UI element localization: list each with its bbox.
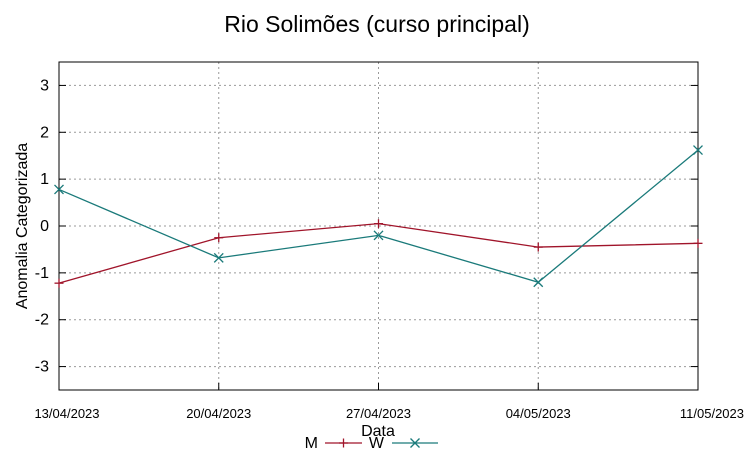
legend-marker-M [339,438,348,448]
x-tick-label-4: 11/05/2023 [680,406,744,421]
y-tick-label-1: 2 [40,124,49,141]
series-W-point-4 [693,145,703,156]
legend-label-W: W [369,435,385,452]
y-tick-label-4: -1 [35,265,49,282]
x-tick-label-1: 20/04/2023 [186,406,251,421]
legend-marker-W [410,438,420,448]
series-M-point-3 [533,242,543,252]
x-tick-label-2: 27/04/2023 [346,406,411,421]
series-M-point-1 [214,233,224,243]
y-tick-label-3: 0 [40,218,49,235]
x-tick-label-0: 13/04/2023 [34,406,99,421]
y-tick-label-0: 3 [40,77,49,94]
series-group [54,145,703,288]
y-axis-label: Anomalia Categorizada [14,143,31,309]
x-ticks: 13/04/2023 20/04/2023 27/04/2023 04/05/2023… [34,383,744,421]
y-ticks: 3 2 1 0 -1 -2 -3 [35,77,698,376]
series-W-point-2 [373,230,384,241]
chart-title: Rio Solimões (curso principal) [224,11,530,37]
x-axis-label: Data [361,423,395,440]
legend-label-M: M [305,435,318,452]
series-M-point-4 [693,238,703,248]
y-tick-label-6: -3 [35,359,49,376]
y-tick-label-2: 1 [40,171,49,188]
series-W-point-3 [533,277,544,288]
x-tick-label-3: 04/05/2023 [506,406,571,421]
series-M-point-0 [54,278,64,288]
grid-lines [58,62,699,390]
series-M-point-2 [374,219,383,229]
y-tick-label-5: -2 [35,312,49,329]
series-W-point-1 [213,252,224,263]
series-W-point-0 [54,184,64,195]
